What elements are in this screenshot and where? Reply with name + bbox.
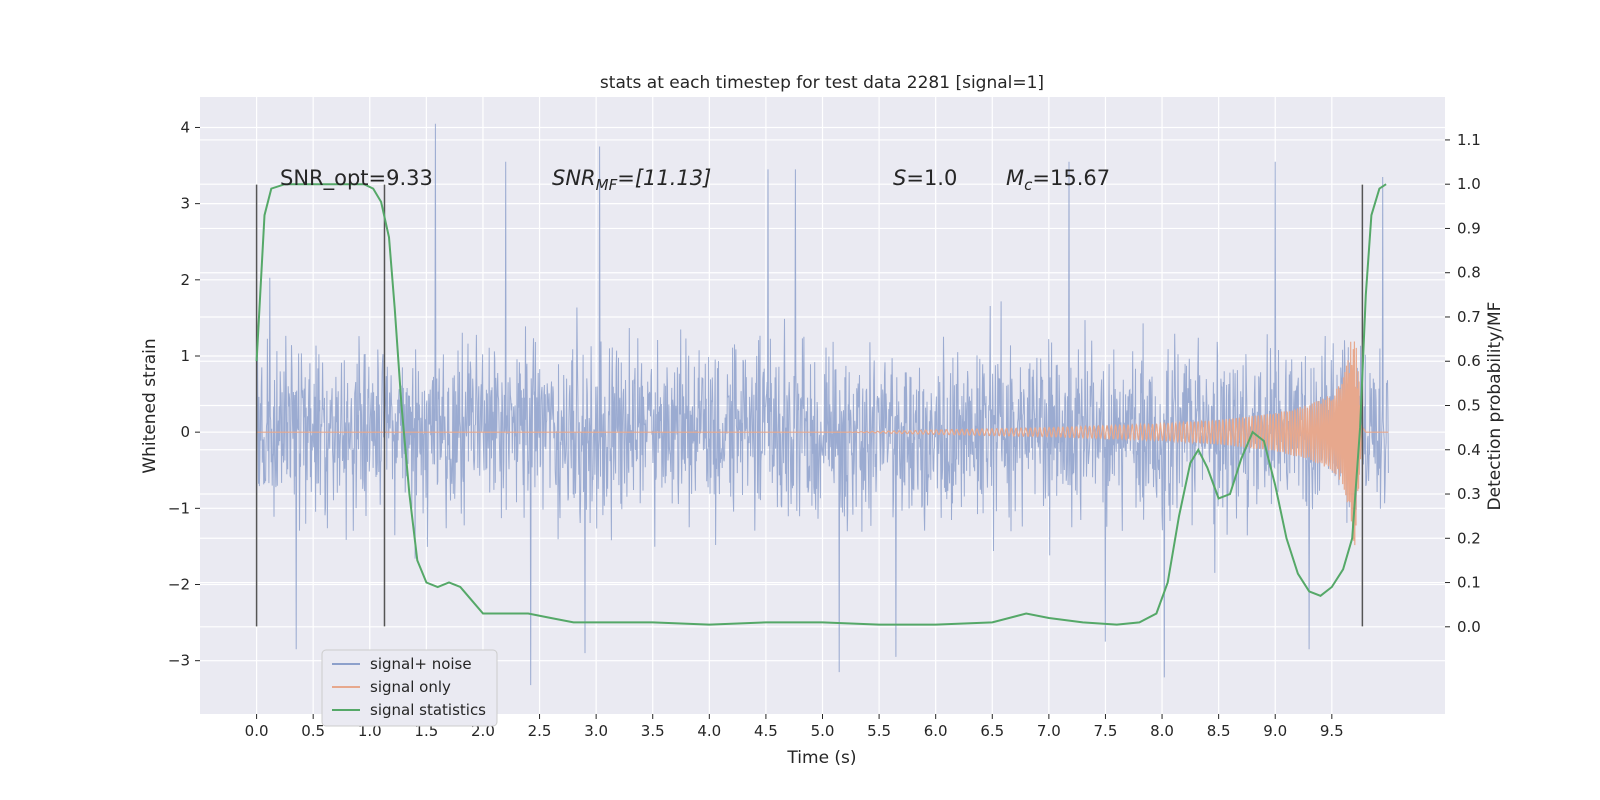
x-tick-label: 0.0 bbox=[245, 722, 269, 740]
x-tick-label: 8.0 bbox=[1150, 722, 1174, 740]
x-tick-label: 2.5 bbox=[528, 722, 552, 740]
chart-title: stats at each timestep for test data 228… bbox=[600, 73, 1044, 93]
y-tick-label: 0 bbox=[180, 423, 190, 441]
signal-only-series bbox=[256, 341, 1389, 546]
y-tick-label: 1 bbox=[180, 347, 190, 365]
x-tick-label: 0.5 bbox=[301, 722, 325, 740]
x-tick-label: 3.5 bbox=[641, 722, 665, 740]
y2-tick-label: 0.1 bbox=[1457, 574, 1481, 592]
signal-statistics-line bbox=[255, 183, 1387, 626]
x-tick-label: 6.0 bbox=[924, 722, 948, 740]
x-tick-label: 5.0 bbox=[811, 722, 835, 740]
x-tick-label: 9.0 bbox=[1263, 722, 1287, 740]
x-tick-label: 7.5 bbox=[1094, 722, 1118, 740]
y2-tick-label: 0.4 bbox=[1457, 441, 1481, 459]
y-tick-label: 3 bbox=[180, 195, 190, 213]
x-tick-label: 7.0 bbox=[1037, 722, 1061, 740]
signal-noise-line bbox=[256, 123, 1389, 686]
x-tick-label: 8.5 bbox=[1207, 722, 1231, 740]
x-tick-label: 5.5 bbox=[867, 722, 891, 740]
y2-tick-label: 0.7 bbox=[1457, 308, 1481, 326]
y-tick-label: −3 bbox=[168, 652, 190, 670]
x-tick-label: 6.5 bbox=[980, 722, 1004, 740]
y2-tick-label: 0.9 bbox=[1457, 219, 1481, 237]
y2-axis-label: Detection probability/MF bbox=[1485, 302, 1505, 511]
y2-tick-label: 0.5 bbox=[1457, 397, 1481, 415]
y2-tick-label: 0.2 bbox=[1457, 529, 1481, 547]
vertical-markers bbox=[255, 184, 1364, 627]
signal-noise-series bbox=[256, 123, 1389, 686]
y-tick-label: 2 bbox=[180, 271, 190, 289]
signal-only-line bbox=[256, 341, 1389, 546]
annotation-s-value: S=1.0 bbox=[893, 166, 957, 190]
legend-box bbox=[321, 649, 498, 727]
x-tick-label: 4.5 bbox=[754, 722, 778, 740]
y-tick-label: 4 bbox=[180, 118, 190, 136]
annotation-snr-mf-value: =[11.13] bbox=[617, 166, 711, 190]
y-tick-label: −2 bbox=[168, 576, 190, 594]
legend-label-signal-noise: signal+ noise bbox=[370, 655, 472, 673]
tick-layer: 0.0 0.5 1.0 1.5 2.0 2.5 3.0 3.5 4.0 4.5 5.0 5.5 6.0 6… bbox=[168, 118, 1481, 740]
y2-tick-label: 1.1 bbox=[1457, 131, 1481, 149]
annotation-mc-value: Mc=15.67 bbox=[1006, 166, 1110, 194]
x-axis-label: Time (s) bbox=[786, 748, 856, 768]
x-tick-label: 3.0 bbox=[584, 722, 608, 740]
y2-tick-label: 0.8 bbox=[1457, 264, 1481, 282]
annotation-snr-mf-subscript: MF bbox=[596, 176, 618, 194]
signal-statistics-series bbox=[255, 183, 1387, 626]
annotation-snr-opt: SNR_opt=9.33 bbox=[280, 166, 433, 191]
legend-label-signal-only: signal only bbox=[370, 678, 451, 696]
annotation-mc-symbol: M bbox=[1006, 166, 1024, 190]
y2-tick-label: 0.0 bbox=[1457, 618, 1481, 636]
annotation-mc-number: =15.67 bbox=[1032, 166, 1110, 190]
legend: signal+ noise signal only signal statist… bbox=[321, 649, 498, 727]
annotation-s-number: =1.0 bbox=[906, 166, 957, 190]
annotation-snr-mf-symbol: SNR bbox=[552, 166, 596, 190]
y-axis-label: Whitened strain bbox=[140, 338, 160, 473]
x-tick-label: 9.5 bbox=[1320, 722, 1344, 740]
y-tick-label: −1 bbox=[168, 499, 190, 517]
y2-tick-label: 1.0 bbox=[1457, 175, 1481, 193]
x-tick-label: 4.0 bbox=[697, 722, 721, 740]
annotation-s-symbol: S bbox=[893, 166, 906, 190]
y2-tick-label: 0.3 bbox=[1457, 485, 1481, 503]
annotation-layer: SNR_opt=9.33 SNRMF=[11.13] S=1.0 Mc=15.6… bbox=[280, 166, 1110, 194]
legend-label-signal-statistics: signal statistics bbox=[370, 701, 486, 719]
annotation-snr-mf: SNRMF=[11.13] bbox=[552, 166, 711, 194]
y2-tick-label: 0.6 bbox=[1457, 352, 1481, 370]
annotation-mc-subscript: c bbox=[1024, 176, 1033, 194]
